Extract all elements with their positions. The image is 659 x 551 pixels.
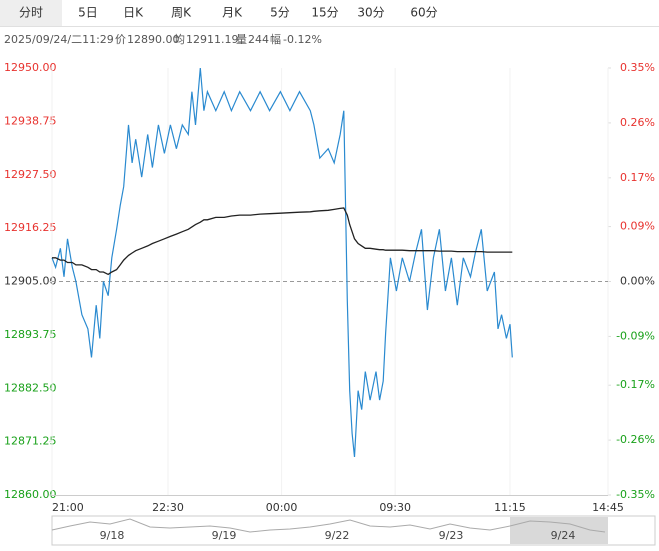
- y-tick-label: 12882.50: [4, 381, 57, 394]
- y2-tick-label: -0.17%: [616, 378, 655, 391]
- y2-tick-label: -0.35%: [616, 488, 655, 501]
- tab[interactable]: 15分: [311, 6, 338, 20]
- info-vol-label: 量: [236, 33, 247, 46]
- navigator-date: 9/23: [439, 529, 464, 542]
- navigator-date: 9/19: [212, 529, 237, 542]
- x-tick-label: 11:15: [494, 501, 526, 514]
- y-tick-label: 12927.50: [4, 168, 57, 181]
- x-tick-label: 21:00: [52, 501, 84, 514]
- y-tick-label: 12871.25: [4, 435, 57, 448]
- tab-bar: 分时 5日 日K 周K 月K 5分 15分 30分 60分: [19, 6, 438, 20]
- y-tick-label: 12950.00: [4, 61, 57, 74]
- tab[interactable]: 周K: [171, 6, 192, 20]
- average-line: [52, 207, 513, 276]
- y2-tick-label: 0.00%: [620, 275, 655, 288]
- price-line: [51, 67, 513, 458]
- info-amp-label: 幅: [270, 33, 281, 46]
- active-tab-bg: [0, 0, 62, 26]
- y-tick-label: 12905.00: [4, 275, 57, 288]
- y-tick-label: 12860.00: [4, 488, 57, 501]
- info-avg: 12911.19: [186, 33, 239, 46]
- y2-tick-label: 0.35%: [620, 61, 655, 74]
- tab[interactable]: 月K: [222, 6, 243, 20]
- info-price-label: 价: [115, 33, 126, 46]
- y2-tick-label: -0.26%: [616, 433, 655, 446]
- y2-tick-label: 0.09%: [620, 220, 655, 233]
- x-tick-label: 00:00: [266, 501, 298, 514]
- y-tick-label: 12916.25: [4, 221, 57, 234]
- navigator-date: 9/24: [551, 529, 576, 542]
- info-vol: 244: [248, 33, 269, 46]
- x-tick-label: 14:45: [592, 501, 624, 514]
- plot: 12950.00 12938.75 12927.50 12916.25 12905.00…: [4, 61, 655, 514]
- y2-tick-label: 0.17%: [620, 171, 655, 184]
- tab[interactable]: 5日: [78, 6, 98, 20]
- y2-tick-label: 0.26%: [620, 116, 655, 129]
- tab[interactable]: 30分: [357, 6, 384, 20]
- info-line: 2025/09/24/二11:29 价 12890.00均 12911.19量 244 幅…: [4, 33, 322, 46]
- y2-tick-label: -0.09%: [616, 329, 655, 342]
- tab[interactable]: 5分: [270, 6, 290, 20]
- navigator-labels: 9/18 9/19 9/22 9/23 9/24: [100, 529, 576, 542]
- tab[interactable]: 日K: [123, 6, 144, 20]
- tab[interactable]: 分时: [19, 6, 43, 20]
- navigator-frame: [51, 515, 656, 546]
- y-tick-label: 12938.75: [4, 114, 57, 127]
- x-tick-label: 09:30: [379, 501, 411, 514]
- tab[interactable]: 60分: [410, 6, 437, 20]
- y-tick-label: 12893.75: [4, 328, 57, 341]
- navigator-sparkline: [51, 518, 606, 533]
- x-tick-label: 22:30: [152, 501, 184, 514]
- info-amp: -0.12%: [283, 33, 322, 46]
- navigator-date: 9/22: [325, 529, 350, 542]
- info-avg-label: 均: [174, 33, 185, 46]
- info-datetime: 2025/09/24/二11:29: [4, 33, 114, 46]
- info-price: 12890.00: [127, 33, 180, 46]
- navigator-date: 9/18: [100, 529, 125, 542]
